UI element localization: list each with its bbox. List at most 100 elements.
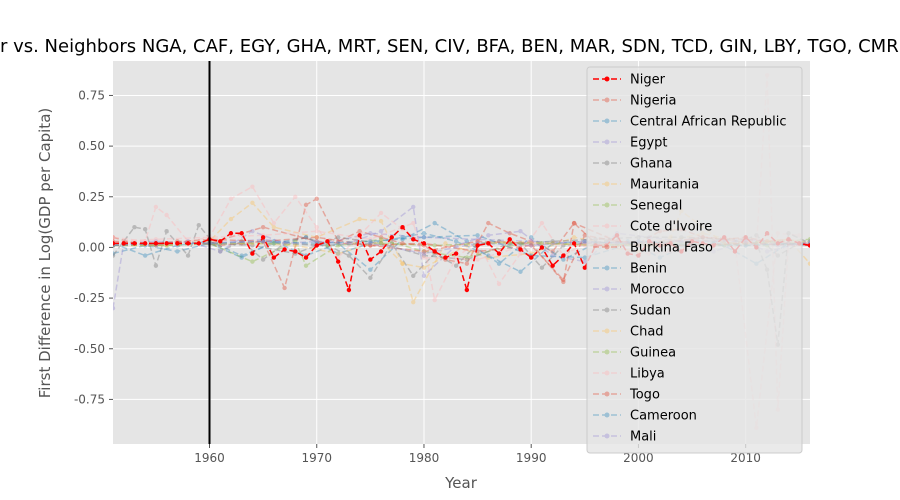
legend-marker-central-african-republic: [604, 118, 610, 124]
point-benin-11: [453, 239, 459, 244]
legend-marker-cameroon: [604, 412, 610, 418]
point-chad-4: [293, 243, 298, 248]
point-benin-4: [239, 253, 244, 258]
point-niger-40: [539, 245, 545, 250]
point-central-african-republic-11: [464, 239, 470, 244]
chart-title: Niger vs. Neighbors NGA, CAF, EGY, GHA, …: [0, 36, 900, 57]
point-mali-8: [529, 243, 534, 248]
point-nigeria-6: [239, 241, 244, 246]
point-burkina-faso-8: [529, 241, 534, 246]
point-niger-14: [260, 235, 266, 240]
point-niger-10: [218, 239, 223, 244]
point-nigeria-20: [529, 239, 534, 244]
point-niger-34: [475, 243, 480, 248]
legend-label-cote-d-ivoire: Cote d'Ivoire: [630, 220, 712, 235]
point-niger-0: [113, 241, 116, 246]
legend-item-mauritania: [593, 181, 621, 187]
legend-item-sudan: [593, 307, 621, 313]
legend-item-togo: [593, 391, 621, 397]
point-sudan-3: [250, 243, 255, 248]
point-morocco-7: [314, 239, 319, 244]
point-guinea-3: [271, 241, 277, 246]
point-libya-6: [411, 220, 416, 226]
point-mauritania-10: [411, 299, 416, 305]
legend-item-cameroon: [593, 412, 621, 418]
point-ghana-22: [539, 265, 545, 270]
legend-label-niger: Niger: [630, 73, 666, 88]
legend-marker-ghana: [604, 160, 610, 166]
point-niger-32: [453, 251, 459, 256]
y-tick-label-2: -0.25: [74, 291, 105, 305]
point-niger-18: [303, 255, 309, 260]
legend-label-libya: Libya: [630, 367, 665, 382]
point-niger-27: [400, 224, 405, 230]
point-niger-24: [368, 257, 373, 262]
point-central-african-republic-7: [335, 241, 341, 246]
point-benin-5: [271, 241, 277, 246]
point-cote-d-ivoire-3: [164, 212, 169, 218]
y-tick-label-0: -0.75: [74, 392, 105, 406]
point-mauritania-9: [400, 261, 405, 266]
point-nigeria-8: [282, 285, 287, 291]
series-line-senegal: [113, 238, 810, 267]
point-niger-21: [335, 259, 341, 264]
point-mauritania-6: [314, 235, 319, 240]
point-burkina-faso-7: [475, 239, 480, 244]
point-central-african-republic-4: [239, 255, 244, 260]
point-libya-10: [582, 243, 588, 248]
point-cote-d-ivoire-8: [271, 220, 277, 226]
legend-label-chad: Chad: [630, 325, 664, 340]
legend-marker-chad: [604, 328, 610, 334]
point-sudan-8: [464, 257, 470, 262]
legend-marker-burkina-faso: [604, 244, 610, 250]
point-senegal-7: [378, 237, 384, 242]
legend-item-nigeria: [593, 97, 621, 103]
legend-label-central-african-republic: Central African Republic: [630, 115, 786, 130]
point-central-african-republic-8: [368, 267, 373, 272]
legend-item-mali: [593, 433, 621, 439]
legend-marker-mali: [604, 433, 610, 439]
point-cameroon-5: [368, 239, 373, 244]
point-benin-14: [550, 241, 555, 246]
legend-label-benin: Benin: [630, 262, 667, 277]
y-tick-label-3: 0.00: [78, 240, 105, 254]
point-burkina-faso-10: [571, 220, 577, 226]
point-egypt-8: [529, 239, 534, 244]
legend-label-guinea: Guinea: [630, 346, 676, 361]
point-niger-26: [389, 235, 394, 240]
point-togo-8: [529, 243, 534, 248]
point-libya-7: [421, 255, 427, 260]
point-senegal-5: [303, 263, 309, 268]
point-niger-20: [325, 239, 330, 244]
y-axis: -0.75 -0.50 -0.25 0.00 0.25 0.50 0.75: [74, 88, 113, 406]
y-tick-label-6: 0.75: [78, 88, 105, 102]
x-tick-label-5: 2010: [730, 451, 761, 465]
x-axis: 1960 1970 1980 1990 2000 2010: [194, 444, 761, 465]
point-nigeria-5: [218, 243, 223, 248]
point-nigeria-13: [378, 235, 384, 240]
point-central-african-republic-14: [561, 257, 566, 262]
point-guinea-6: [432, 243, 437, 248]
point-senegal-9: [464, 255, 470, 260]
point-togo-9: [561, 277, 566, 283]
point-chad-11: [550, 241, 555, 246]
point-chad-9: [464, 243, 470, 248]
point-niger-37: [507, 237, 512, 242]
point-niger-43: [571, 241, 577, 246]
point-burkina-faso-9: [561, 279, 566, 285]
point-benin-9: [400, 235, 405, 240]
point-cote-d-ivoire-10: [314, 224, 319, 230]
point-central-african-republic-0: [113, 251, 116, 256]
point-nigeria-22: [571, 220, 577, 226]
point-nigeria-9: [303, 202, 309, 208]
point-ghana-2: [142, 226, 148, 232]
y-tick-label-5: 0.50: [78, 139, 105, 153]
point-cote-d-ivoire-18: [475, 239, 480, 244]
point-sudan-7: [421, 253, 427, 258]
point-cote-d-ivoire-13: [378, 210, 384, 216]
point-cote-d-ivoire-6: [228, 196, 234, 201]
point-ghana-11: [303, 235, 309, 240]
x-tick-label-0: 1960: [194, 451, 225, 465]
point-guinea-8: [539, 241, 545, 246]
legend-item-senegal: [593, 202, 621, 208]
